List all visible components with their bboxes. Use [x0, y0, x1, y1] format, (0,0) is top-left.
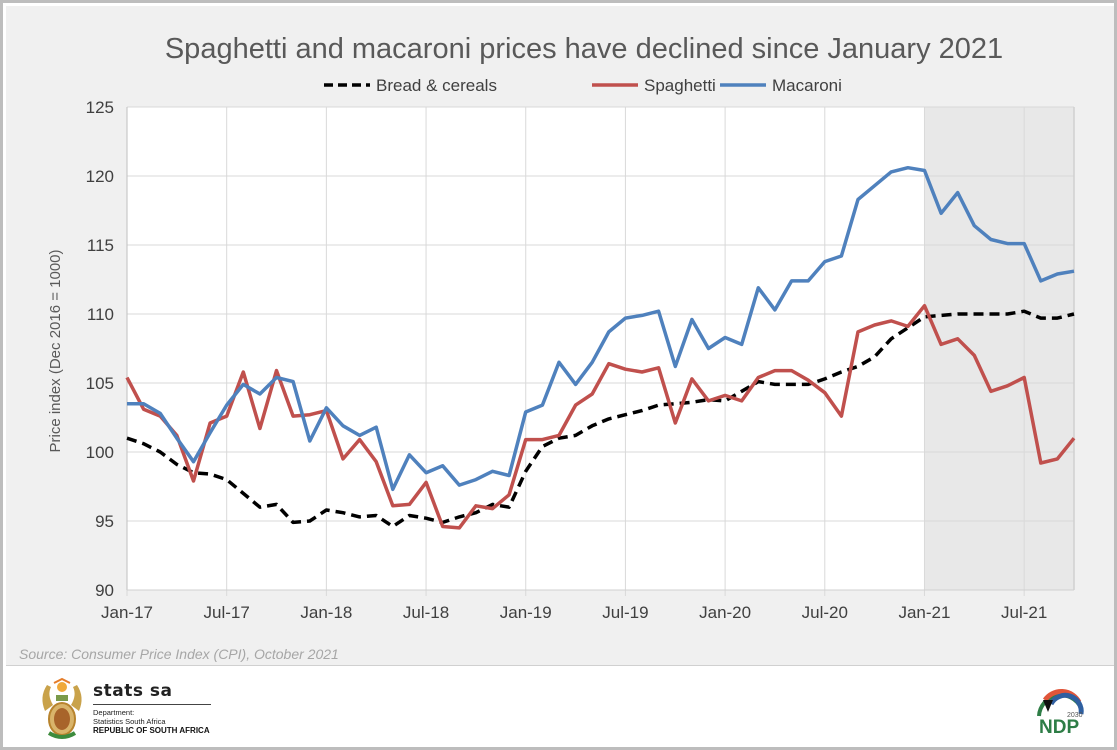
country-name: REPUBLIC OF SOUTH AFRICA — [93, 726, 210, 735]
legend-item: Macaroni — [720, 76, 842, 95]
y-tick-label: 90 — [95, 581, 114, 600]
x-tick-label: Jan-21 — [898, 603, 950, 622]
legend-item: Spaghetti — [592, 76, 716, 95]
line-chart: Spaghetti and macaroni prices have decli… — [47, 33, 1076, 622]
y-tick-label: 110 — [87, 305, 114, 324]
department-line: Department: — [93, 708, 135, 717]
ndp-text: NDP — [1039, 717, 1079, 736]
x-tick-label: Jan-18 — [300, 603, 352, 622]
y-tick-label: 120 — [86, 167, 114, 186]
x-tick-label: Jul-19 — [602, 603, 648, 622]
ndp-year: 2030 — [1067, 712, 1083, 719]
x-tick-label: Jan-17 — [101, 603, 153, 622]
legend-label: Bread & cereals — [376, 76, 497, 95]
legend: Bread & cereals Spaghetti Macaroni — [324, 76, 842, 95]
source-note: Source: Consumer Price Index (CPI), Octo… — [19, 646, 339, 662]
series-line — [126, 309, 1075, 529]
ndp-2030-logo: 2030 NDP — [1037, 688, 1084, 736]
department-label: Department: Statistics South Africa — [93, 708, 166, 726]
series-macaroni — [126, 165, 1075, 492]
department-name: Statistics South Africa — [93, 717, 166, 726]
series-line — [125, 303, 1076, 530]
y-tick-label: 95 — [95, 512, 114, 531]
x-tick-label: Jul-17 — [204, 603, 250, 622]
shaded-period — [924, 107, 1074, 590]
y-axis-title: Price index (Dec 2016 = 1000) — [47, 249, 64, 452]
y-tick-label: 105 — [86, 374, 114, 393]
y-tick-label: 115 — [87, 236, 114, 255]
chart-title: Spaghetti and macaroni prices have decli… — [165, 33, 1003, 65]
x-tick-label: Jul-20 — [802, 603, 848, 622]
org-name: stats sa — [93, 681, 173, 701]
y-tick-label: 100 — [86, 443, 114, 462]
legend-label: Macaroni — [772, 76, 842, 95]
x-tick-label: Jan-19 — [500, 603, 552, 622]
stats-sa-logo: stats sa Department: Statistics South Af… — [37, 677, 217, 743]
series-spaghetti — [125, 303, 1076, 530]
chart-panel: Spaghetti and macaroni prices have decli… — [6, 6, 1114, 666]
y-tick-label: 125 — [86, 98, 114, 117]
legend-item: Bread & cereals — [324, 76, 497, 95]
legend-label: Spaghetti — [644, 76, 716, 95]
coat-of-arms-icon — [42, 677, 82, 739]
x-tick-label: Jul-18 — [403, 603, 449, 622]
x-tick-label: Jul-21 — [1001, 603, 1047, 622]
x-tick-label: Jan-20 — [699, 603, 751, 622]
series-line — [127, 165, 1075, 492]
divider — [93, 704, 211, 705]
